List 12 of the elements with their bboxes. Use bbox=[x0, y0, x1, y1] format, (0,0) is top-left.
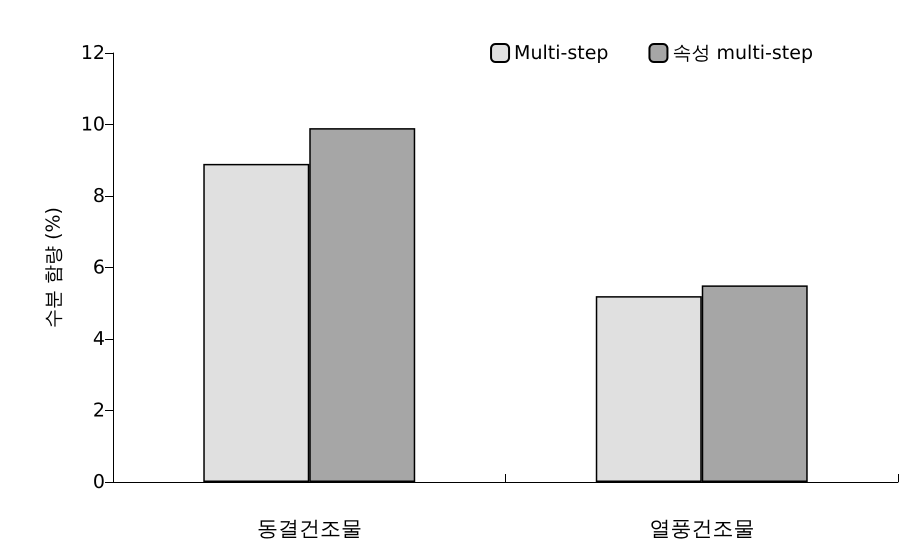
legend-label: 속성 multi-step bbox=[672, 42, 814, 64]
x-tick-label: 동결건조물 bbox=[256, 516, 362, 540]
y-tick-label: 4 bbox=[92, 328, 105, 350]
y-tick-label: 0 bbox=[92, 471, 105, 493]
y-tick-label: 12 bbox=[80, 42, 105, 64]
y-tick-label: 2 bbox=[92, 400, 105, 422]
y-tick-label: 6 bbox=[92, 256, 105, 278]
legend-label: Multi-step bbox=[514, 42, 608, 64]
y-tick-label: 8 bbox=[92, 185, 105, 207]
x-tick-label: 열풍건조물 bbox=[649, 516, 754, 540]
y-axis-title: 수분 함량 (%) bbox=[42, 207, 64, 328]
y-tick-label: 10 bbox=[80, 114, 105, 136]
